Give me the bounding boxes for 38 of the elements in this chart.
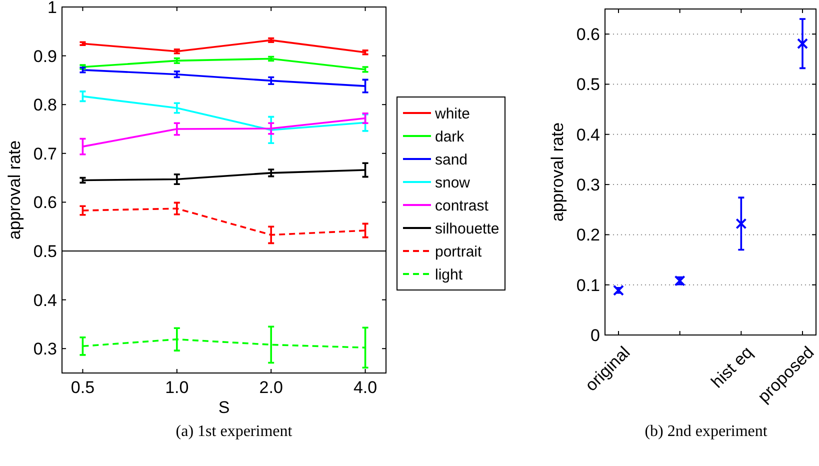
y-tick-label: 0.8 xyxy=(33,96,57,115)
x-tick-label: 1.0 xyxy=(165,378,189,397)
legend-label: light xyxy=(435,266,464,284)
legend-label: portrait xyxy=(435,243,483,260)
x-tick-label: 2.0 xyxy=(259,378,283,397)
text: (a) 1st experiment xyxy=(176,423,293,440)
y-tick-label: 0.7 xyxy=(33,144,57,164)
legend-label: white xyxy=(434,105,470,122)
y-tick-label: 0.6 xyxy=(576,25,600,44)
y-tick-label: 0.5 xyxy=(33,242,57,261)
y-axis-title: approval rate xyxy=(5,140,24,240)
y-tick-label: 0.5 xyxy=(576,75,600,94)
y-tick-label: 0.3 xyxy=(33,340,57,359)
legend-label: snow xyxy=(435,174,470,192)
text: (b) 2nd experiment xyxy=(644,423,768,440)
y-tick-label: 0.4 xyxy=(576,125,600,144)
legend-label: contrast xyxy=(435,197,490,214)
point xyxy=(797,38,808,50)
x-tick-label: 0.5 xyxy=(70,378,95,397)
y-axis-title: approval rate xyxy=(548,122,567,222)
legend-label: silhouette xyxy=(435,220,500,238)
y-tick-label: 0.6 xyxy=(33,193,57,212)
x-axis-title: S xyxy=(218,398,230,417)
point xyxy=(736,218,747,230)
y-tick-label: 0.9 xyxy=(33,46,57,66)
legend-label: dark xyxy=(435,128,465,146)
y-tick-label: 0.4 xyxy=(33,290,57,310)
line-series xyxy=(82,338,366,349)
line-series xyxy=(82,208,366,236)
y-tick-label: 0 xyxy=(590,326,600,345)
line-series xyxy=(82,117,366,148)
x-tick-label: hist eq xyxy=(708,342,756,392)
legend-label: sand xyxy=(435,151,468,168)
y-tick-label: 0.1 xyxy=(576,276,600,295)
y-tick-label: 0.2 xyxy=(576,226,600,245)
x-tick-label: 4.0 xyxy=(353,378,378,397)
y-tick-label: 1 xyxy=(48,0,57,17)
y-tick-label: 0.3 xyxy=(576,175,600,194)
